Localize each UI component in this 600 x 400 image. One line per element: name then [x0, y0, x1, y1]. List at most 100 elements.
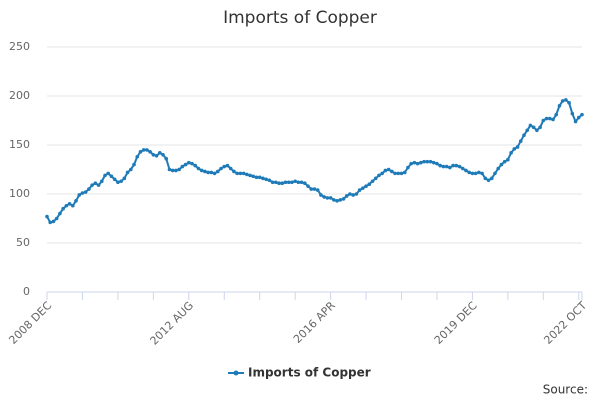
- data-point: [480, 171, 484, 176]
- data-point: [219, 166, 223, 171]
- data-point: [551, 117, 555, 122]
- data-point: [425, 159, 430, 164]
- data-point: [515, 145, 520, 149]
- data-point: [312, 187, 317, 191]
- data-point: [419, 160, 423, 165]
- data-point: [383, 168, 388, 173]
- data-point: [203, 169, 207, 174]
- data-point: [64, 203, 69, 208]
- data-point: [451, 163, 455, 168]
- data-point: [293, 179, 297, 184]
- chart-title: Imports of Copper: [223, 8, 377, 28]
- data-point: [161, 153, 165, 157]
- y-tick-label: 200: [9, 89, 30, 102]
- data-point: [486, 178, 491, 183]
- data-point: [45, 214, 49, 219]
- data-point: [154, 153, 159, 158]
- data-point: [183, 162, 188, 167]
- data-point: [525, 128, 530, 133]
- data-point: [48, 220, 53, 225]
- data-point: [399, 171, 404, 176]
- y-tick-label: 0: [23, 285, 30, 298]
- data-point: [296, 180, 301, 185]
- data-point: [573, 119, 578, 124]
- data-point: [109, 174, 114, 179]
- data-point: [393, 171, 397, 176]
- data-point: [96, 183, 101, 187]
- data-point: [322, 195, 326, 199]
- data-point: [99, 179, 104, 184]
- x-tick-label: 2022 OCT: [541, 299, 589, 347]
- data-point: [267, 178, 272, 183]
- data-point: [174, 168, 178, 173]
- data-point: [328, 196, 333, 200]
- data-point: [441, 164, 446, 169]
- data-point: [148, 150, 152, 154]
- data-point: [564, 98, 568, 102]
- legend-label: Imports of Copper: [248, 366, 371, 380]
- data-point: [209, 170, 214, 175]
- data-point: [415, 161, 420, 166]
- data-point: [222, 164, 227, 169]
- data-point: [319, 193, 323, 197]
- data-point: [554, 112, 559, 117]
- data-point: [187, 160, 191, 165]
- data-point: [264, 177, 268, 182]
- data-point: [457, 164, 462, 169]
- data-point: [251, 174, 256, 179]
- y-tick-label: 250: [9, 40, 30, 53]
- data-point: [357, 188, 362, 192]
- data-point: [464, 168, 468, 173]
- data-point: [489, 176, 494, 181]
- y-tick-label: 150: [9, 138, 30, 151]
- data-point: [535, 128, 539, 133]
- data-point: [277, 181, 281, 186]
- data-point: [257, 175, 262, 180]
- data-point: [67, 202, 72, 206]
- data-point: [506, 157, 510, 162]
- data-point: [477, 170, 481, 175]
- data-point: [348, 192, 352, 196]
- data-point: [364, 184, 368, 188]
- data-point: [151, 153, 156, 157]
- data-point: [103, 173, 107, 178]
- data-point: [135, 154, 140, 159]
- data-point: [409, 161, 413, 166]
- data-point: [528, 123, 533, 128]
- data-point: [396, 171, 401, 176]
- data-point: [164, 156, 169, 161]
- data-point: [235, 171, 239, 176]
- data-point: [373, 176, 378, 181]
- data-point: [286, 180, 291, 185]
- data-point: [158, 151, 162, 155]
- data-point: [570, 111, 575, 116]
- data-point: [354, 192, 359, 196]
- data-point: [567, 101, 571, 105]
- data-point: [499, 162, 504, 167]
- data-point: [58, 211, 62, 216]
- data-point: [83, 190, 88, 194]
- y-tick-label: 100: [9, 187, 30, 200]
- data-point: [538, 125, 542, 130]
- data-point: [460, 166, 465, 171]
- data-point: [280, 181, 285, 186]
- data-point: [454, 163, 459, 168]
- data-point: [138, 150, 143, 154]
- data-point: [61, 206, 65, 211]
- data-point: [141, 148, 146, 152]
- data-point: [522, 133, 526, 137]
- data-point: [541, 118, 546, 123]
- data-point: [341, 197, 346, 201]
- y-tick-label: 50: [16, 236, 30, 249]
- data-point: [370, 179, 375, 184]
- data-point: [70, 203, 75, 208]
- data-point: [190, 161, 194, 166]
- data-point: [212, 171, 217, 176]
- data-point: [122, 176, 127, 181]
- data-point: [54, 216, 59, 221]
- data-point: [145, 148, 149, 152]
- data-point: [580, 112, 584, 117]
- data-point: [544, 116, 549, 121]
- data-point: [206, 170, 210, 175]
